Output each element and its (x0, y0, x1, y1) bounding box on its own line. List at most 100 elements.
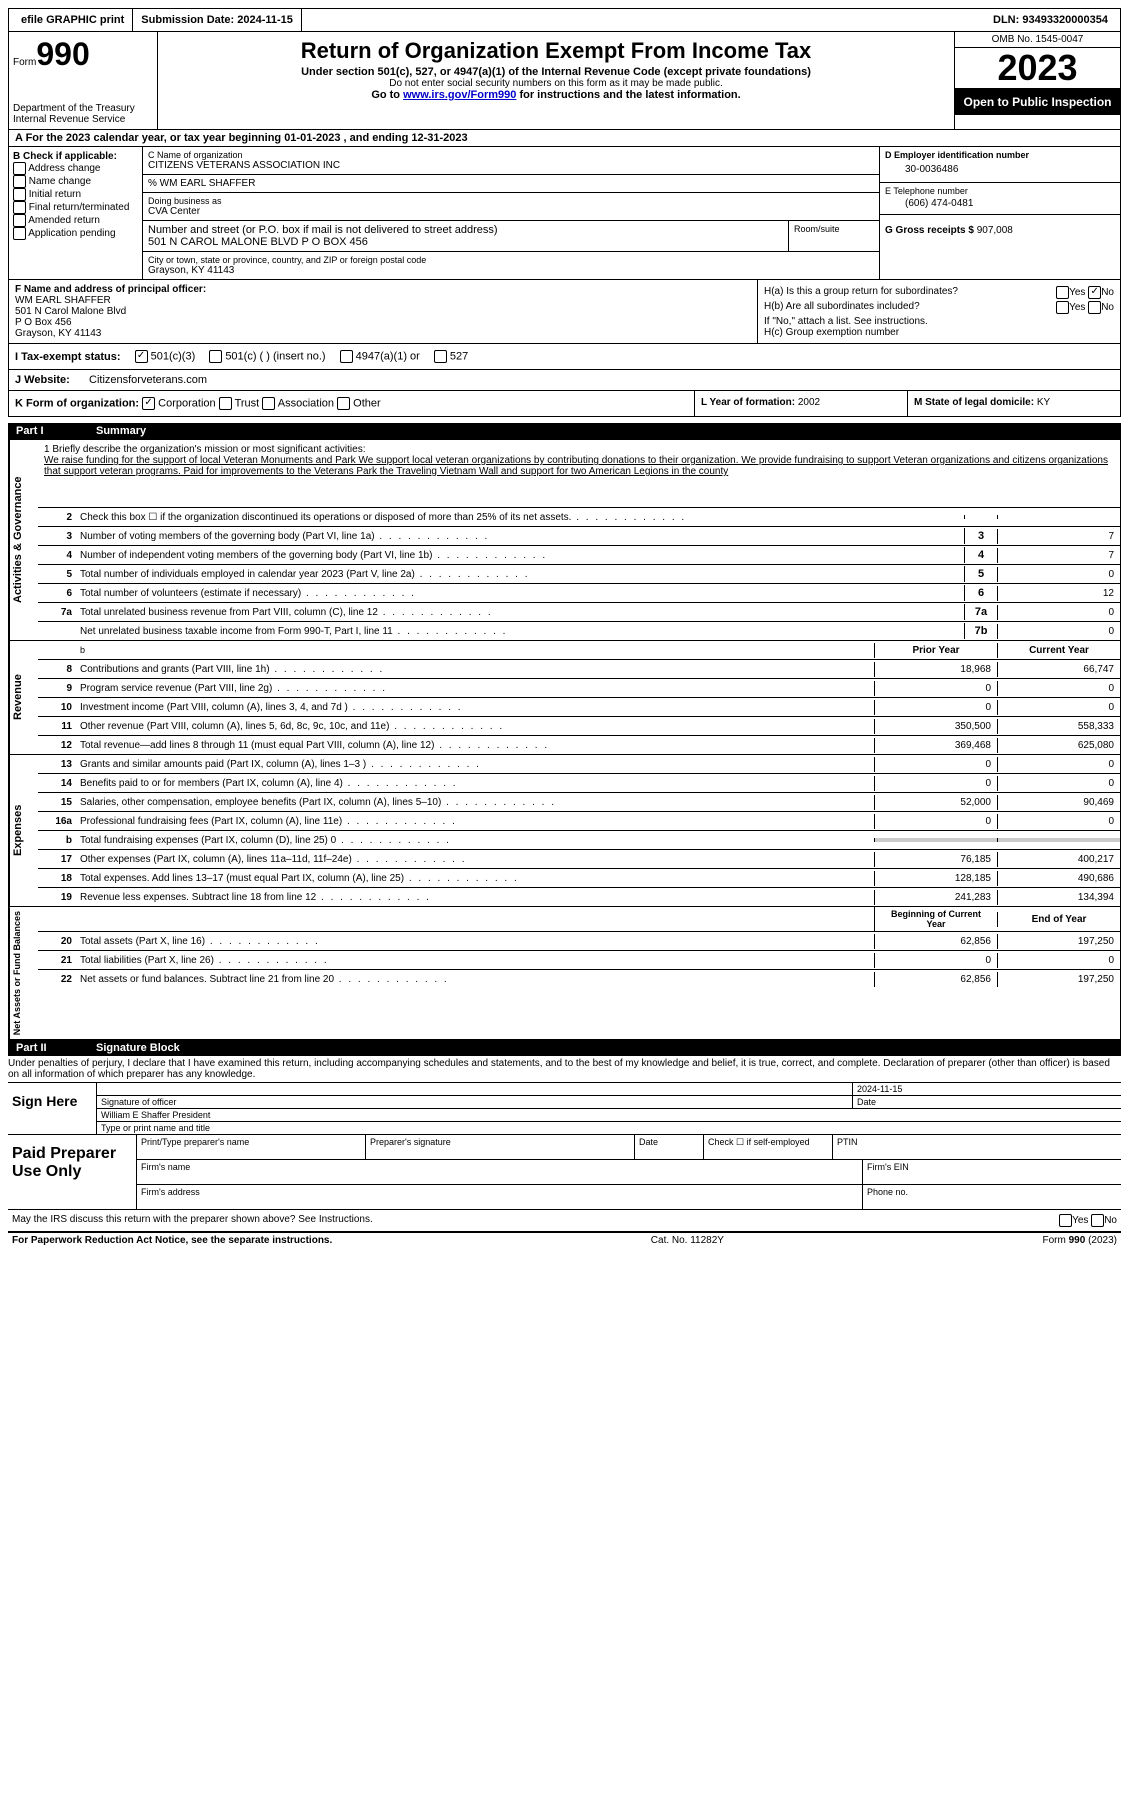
expense-line: 13Grants and similar amounts paid (Part … (38, 755, 1120, 774)
part-2-header: Part II Signature Block (8, 1040, 1121, 1056)
revenue-line: 10Investment income (Part VIII, column (… (38, 698, 1120, 717)
net-header-row: Beginning of Current Year End of Year (38, 907, 1120, 932)
revenue-header-row: b Prior Year Current Year (38, 641, 1120, 660)
box-b-option: Amended return (13, 214, 138, 227)
527-checkbox[interactable] (434, 350, 447, 363)
tax-year: 2023 (955, 48, 1120, 89)
submission-date: Submission Date: 2024-11-15 (133, 9, 302, 31)
corp-checkbox[interactable] (142, 397, 155, 410)
box-c: C Name of organization CITIZENS VETERANS… (143, 147, 880, 279)
trust-checkbox[interactable] (219, 397, 232, 410)
501c-checkbox[interactable] (209, 350, 222, 363)
irs-link[interactable]: www.irs.gov/Form990 (403, 89, 516, 101)
box-b-option: Application pending (13, 227, 138, 240)
net-asset-line: 22Net assets or fund balances. Subtract … (38, 970, 1120, 988)
subtitle-2: Do not enter social security numbers on … (162, 78, 950, 89)
part-1-header: Part I Summary (8, 423, 1121, 439)
officer-address-line: WM EARL SHAFFER (15, 295, 751, 306)
expenses-section: Expenses 13Grants and similar amounts pa… (8, 755, 1121, 907)
summary-line: 2Check this box ☐ if the organization di… (38, 508, 1120, 527)
room-suite-label: Room/suite (789, 221, 879, 251)
net-assets-section: Net Assets or Fund Balances Beginning of… (8, 907, 1121, 1040)
4947-checkbox[interactable] (340, 350, 353, 363)
subtitle-3: Go to www.irs.gov/Form990 for instructio… (162, 89, 950, 101)
officer-address-line: Grayson, KY 41143 (15, 328, 751, 339)
mission-row: 1 Briefly describe the organization's mi… (38, 440, 1120, 508)
org-name: CITIZENS VETERANS ASSOCIATION INC (148, 160, 874, 171)
revenue-section: Revenue b Prior Year Current Year 8Contr… (8, 641, 1121, 755)
state-domicile: KY (1037, 397, 1050, 408)
ha-yes-checkbox[interactable] (1056, 286, 1069, 299)
sign-here-section: Sign Here 2024-11-15 Signature of office… (8, 1082, 1121, 1134)
revenue-line: 9Program service revenue (Part VIII, lin… (38, 679, 1120, 698)
box-b-option: Address change (13, 162, 138, 175)
activities-governance: Activities & Governance 1 Briefly descri… (8, 439, 1121, 641)
box-d: D Employer identification number 30-0036… (880, 147, 1120, 279)
expense-line: 18Total expenses. Add lines 13–17 (must … (38, 869, 1120, 888)
expense-line: 16aProfessional fundraising fees (Part I… (38, 812, 1120, 831)
officer-address-line: P O Box 456 (15, 317, 751, 328)
expense-line: 19Revenue less expenses. Subtract line 1… (38, 888, 1120, 906)
care-of: % WM EARL SHAFFER (143, 175, 879, 193)
revenue-line: 8Contributions and grants (Part VIII, li… (38, 660, 1120, 679)
form-header: Form990 Department of the Treasury Inter… (8, 32, 1121, 130)
dln: DLN: 93493320000354 (985, 9, 1116, 31)
street-address: 501 N CAROL MALONE BLVD P O BOX 456 (148, 236, 783, 248)
ha-no-checkbox[interactable] (1088, 286, 1101, 299)
box-b-option: Initial return (13, 188, 138, 201)
form-word: Form (13, 57, 36, 68)
city-state-zip: Grayson, KY 41143 (148, 265, 874, 276)
row-j-website: J Website: Citizensforveterans.com (8, 370, 1121, 391)
year-formation: 2002 (798, 397, 820, 408)
box-h: H(a) Is this a group return for subordin… (758, 280, 1120, 343)
summary-line: 6Total number of volunteers (estimate if… (38, 584, 1120, 603)
sign-date: 2024-11-15 (853, 1083, 1121, 1095)
subtitle-1: Under section 501(c), 527, or 4947(a)(1)… (162, 66, 950, 78)
expense-line: 17Other expenses (Part IX, column (A), l… (38, 850, 1120, 869)
revenue-line: 12Total revenue—add lines 8 through 11 (… (38, 736, 1120, 754)
row-i-tax-status: I Tax-exempt status: 501(c)(3) 501(c) ( … (8, 344, 1121, 370)
row-fh: F Name and address of principal officer:… (8, 280, 1121, 344)
expense-line: 14Benefits paid to or for members (Part … (38, 774, 1120, 793)
net-asset-line: 21Total liabilities (Part X, line 26)00 (38, 951, 1120, 970)
omb-number: OMB No. 1545-0047 (955, 32, 1120, 48)
discuss-no-checkbox[interactable] (1091, 1214, 1104, 1227)
gross-receipts: 907,008 (977, 225, 1013, 236)
summary-line: 3Number of voting members of the governi… (38, 527, 1120, 546)
expense-line: bTotal fundraising expenses (Part IX, co… (38, 831, 1120, 850)
website: Citizensforveterans.com (89, 374, 207, 386)
hb-yes-checkbox[interactable] (1056, 301, 1069, 314)
open-to-public: Open to Public Inspection (955, 89, 1120, 115)
paid-preparer-section: Paid Preparer Use Only Print/Type prepar… (8, 1134, 1121, 1210)
net-asset-line: 20Total assets (Part X, line 16)62,85619… (38, 932, 1120, 951)
efile-label: efile GRAPHIC print (13, 9, 133, 31)
top-bar: efile GRAPHIC print Submission Date: 202… (8, 8, 1121, 32)
assoc-checkbox[interactable] (262, 397, 275, 410)
form-number: 990 (36, 36, 89, 72)
summary-line: Net unrelated business taxable income fr… (38, 622, 1120, 640)
box-b: B Check if applicable: Address change Na… (9, 147, 143, 279)
revenue-line: 11Other revenue (Part VIII, column (A), … (38, 717, 1120, 736)
box-b-option: Final return/terminated (13, 201, 138, 214)
row-klm: K Form of organization: Corporation Trus… (8, 391, 1121, 417)
discuss-yes-checkbox[interactable] (1059, 1214, 1072, 1227)
summary-line: 4Number of independent voting members of… (38, 546, 1120, 565)
summary-line: 7aTotal unrelated business revenue from … (38, 603, 1120, 622)
summary-line: 5Total number of individuals employed in… (38, 565, 1120, 584)
other-checkbox[interactable] (337, 397, 350, 410)
hb-no-checkbox[interactable] (1088, 301, 1101, 314)
section-bcd: B Check if applicable: Address change Na… (8, 147, 1121, 280)
row-a-tax-year: A For the 2023 calendar year, or tax yea… (8, 130, 1121, 147)
expense-line: 15Salaries, other compensation, employee… (38, 793, 1120, 812)
box-f: F Name and address of principal officer:… (9, 280, 758, 343)
box-b-option: Name change (13, 175, 138, 188)
footer: For Paperwork Reduction Act Notice, see … (8, 1232, 1121, 1248)
form-title: Return of Organization Exempt From Incom… (162, 38, 950, 64)
officer-address-line: 501 N Carol Malone Blvd (15, 306, 751, 317)
ein: 30-0036486 (885, 160, 1115, 179)
501c3-checkbox[interactable] (135, 350, 148, 363)
dept-label: Department of the Treasury Internal Reve… (13, 103, 153, 125)
dba: CVA Center (148, 206, 874, 217)
mission-text: We raise funding for the support of loca… (44, 455, 1114, 477)
telephone: (606) 474-0481 (885, 196, 1115, 211)
